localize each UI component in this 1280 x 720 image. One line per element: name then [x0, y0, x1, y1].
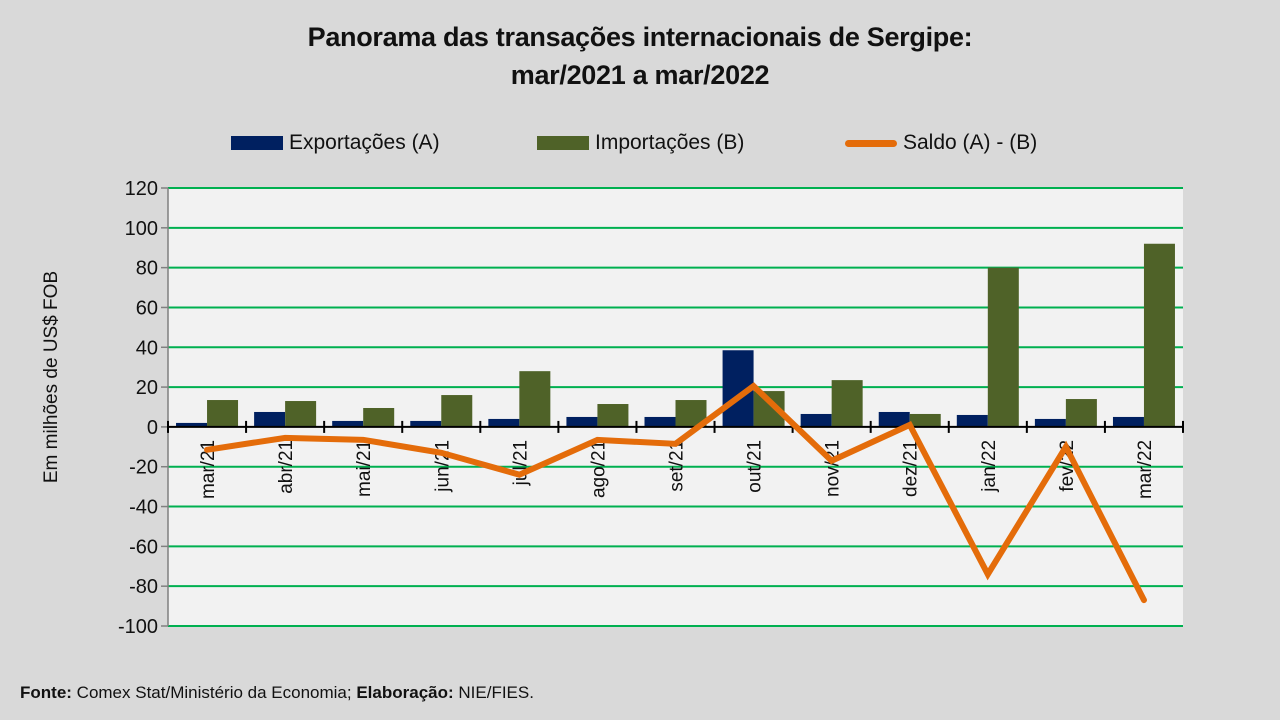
legend-swatch-importacoes: [537, 136, 589, 150]
bar-importacoes: [987, 267, 1019, 427]
y-tick-label: 120: [125, 178, 158, 200]
x-category-label: jun/21: [432, 440, 453, 493]
y-tick-label: 40: [136, 337, 158, 359]
bar-importacoes: [909, 413, 941, 427]
legend-item-saldo: Saldo (A) - (B): [845, 131, 1037, 155]
x-category-label: abr/21: [276, 440, 297, 494]
legend: Exportações (A) Importações (B) Saldo (A…: [0, 131, 1280, 161]
x-category-label: set/21: [667, 440, 688, 492]
bar-importacoes: [597, 404, 629, 427]
bar-exportacoes: [1034, 418, 1066, 427]
bar-exportacoes: [566, 416, 598, 427]
footer-source: Fonte: Comex Stat/Ministério da Economia…: [20, 683, 534, 703]
y-tick-label: -60: [129, 536, 158, 558]
x-category-label: mai/21: [354, 440, 375, 497]
x-category-label: mar/21: [198, 440, 219, 499]
footer-source-text: Comex Stat/Ministério da Economia;: [71, 683, 357, 702]
x-category-label: jan/22: [979, 440, 1000, 493]
bar-importacoes: [363, 407, 395, 427]
bar-exportacoes: [176, 422, 208, 427]
y-tick-label: 60: [136, 297, 158, 319]
bar-importacoes: [1065, 399, 1097, 427]
bar-exportacoes: [800, 413, 832, 427]
footer-source-label: Fonte:: [20, 683, 72, 702]
legend-swatch-saldo: [845, 139, 897, 147]
bar-importacoes: [441, 395, 473, 427]
chart-title: Panorama das transações internacionais d…: [307, 22, 973, 52]
x-category-label: ago/21: [588, 440, 609, 498]
y-tick-label: -80: [129, 576, 158, 598]
bar-exportacoes: [254, 411, 286, 427]
y-tick-label: 0: [147, 417, 158, 439]
bar-exportacoes: [410, 420, 442, 427]
y-tick-label: 80: [136, 258, 158, 280]
legend-swatch-exportacoes: [231, 136, 283, 150]
x-category-label: dez/21: [901, 440, 922, 497]
x-category-label: out/21: [745, 440, 766, 493]
legend-item-importacoes: Importações (B): [537, 131, 744, 155]
footer-credit-label: Elaboração:: [356, 683, 454, 702]
bar-importacoes: [285, 401, 317, 427]
bar-importacoes: [1143, 243, 1175, 427]
bar-importacoes: [519, 371, 551, 427]
y-axis-label: Em milhões de US$ FOB: [41, 271, 62, 483]
bar-exportacoes: [488, 418, 520, 427]
x-category-label: nov/21: [823, 440, 844, 497]
y-tick-label: 20: [136, 377, 158, 399]
x-category-label: mar/22: [1135, 440, 1156, 499]
y-tick-label: -40: [129, 497, 158, 519]
y-tick-label: -20: [129, 457, 158, 479]
footer-credit-text: NIE/FIES.: [453, 683, 534, 702]
y-tick-label: 100: [125, 218, 158, 240]
bar-exportacoes: [332, 420, 364, 427]
legend-label-exportacoes: Exportações (A): [289, 131, 440, 154]
y-tick-label: -100: [118, 616, 158, 638]
chart-subtitle: mar/2021 a mar/2022: [510, 60, 770, 90]
x-category-label: jul/21: [510, 440, 531, 486]
legend-item-exportacoes: Exportações (A): [231, 131, 440, 155]
bar-exportacoes: [878, 411, 910, 427]
bar-exportacoes: [956, 414, 988, 427]
bar-exportacoes: [644, 416, 676, 427]
bar-importacoes: [831, 380, 863, 427]
legend-label-importacoes: Importações (B): [595, 131, 745, 154]
legend-label-saldo: Saldo (A) - (B): [903, 131, 1038, 154]
bar-importacoes: [207, 400, 239, 427]
bar-exportacoes: [1112, 416, 1144, 427]
